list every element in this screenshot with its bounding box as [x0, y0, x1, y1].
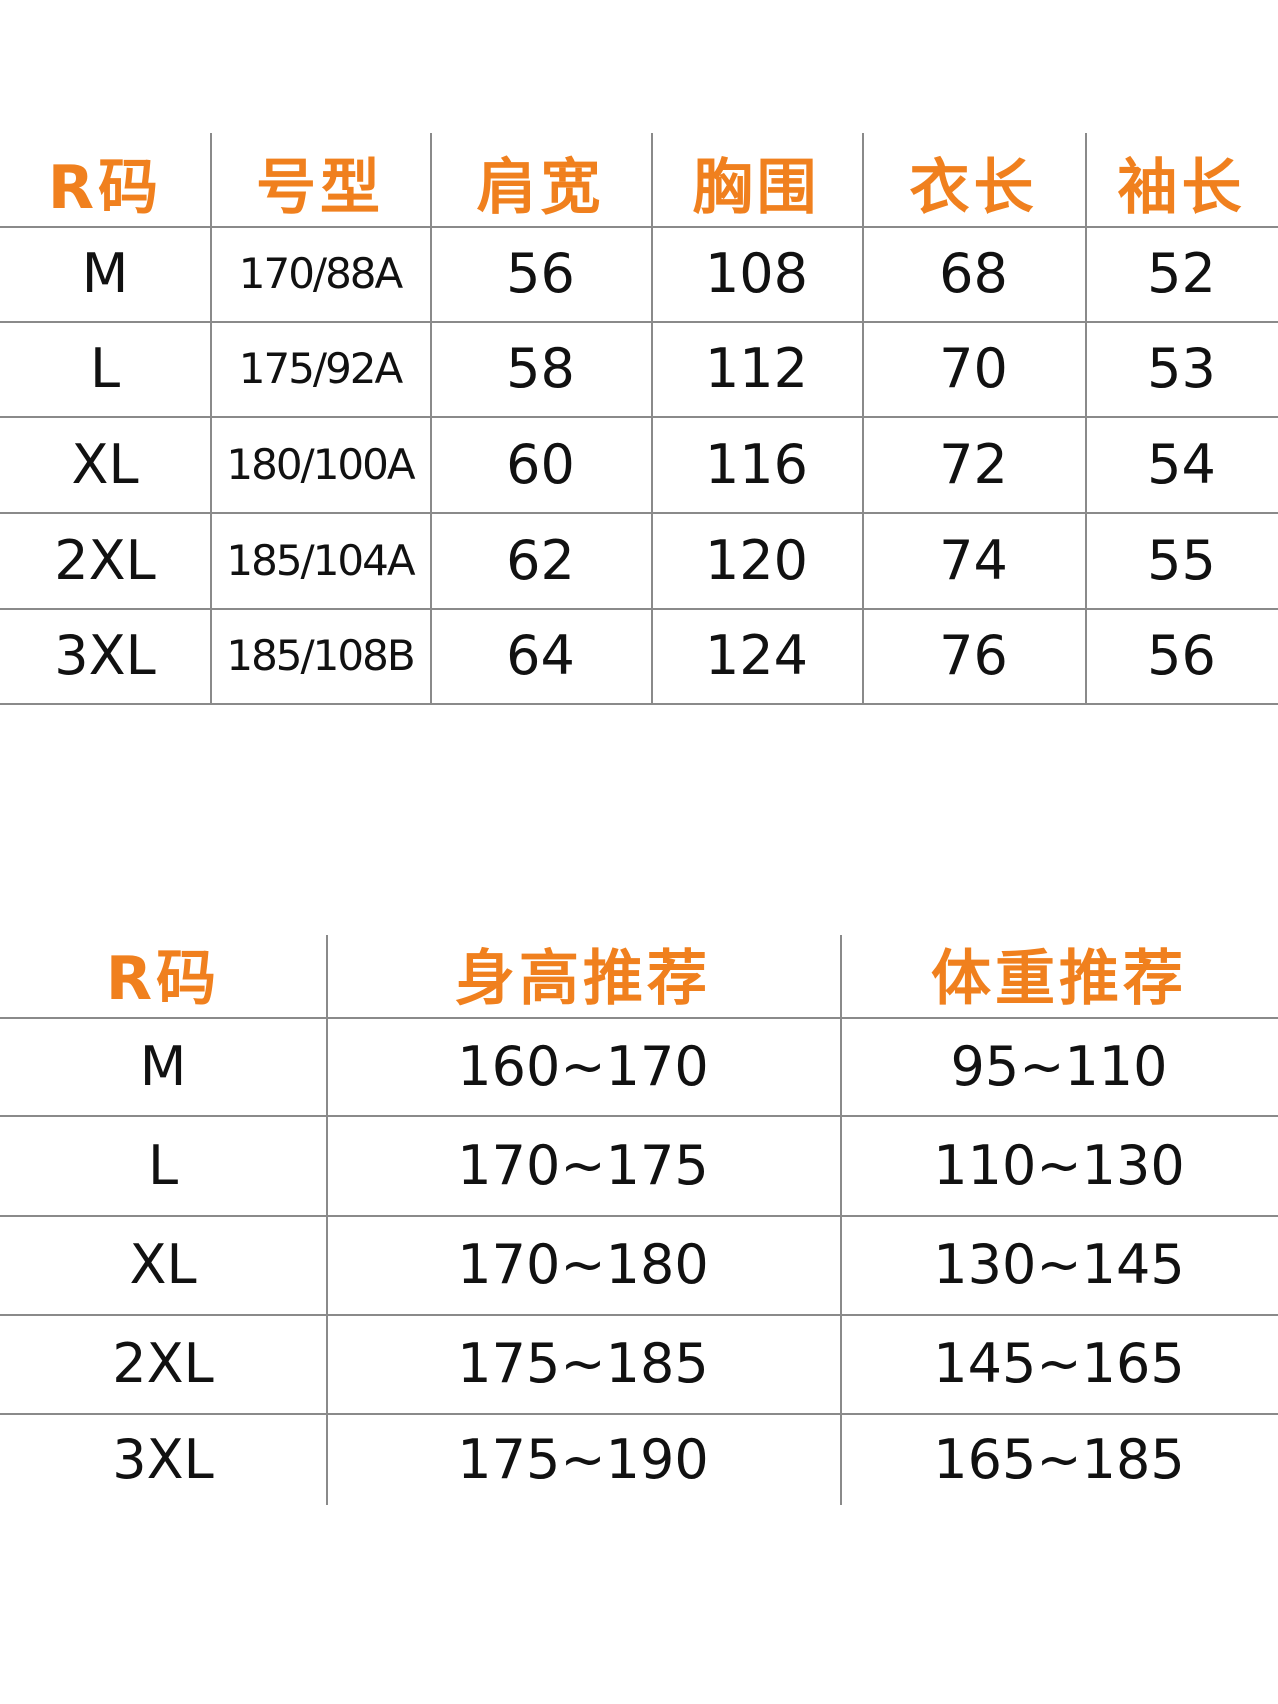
table-cell: 53	[1147, 337, 1216, 400]
table-cell: 74	[939, 528, 1008, 592]
column-header: 袖长	[1117, 152, 1246, 223]
table-cell: 175/92A	[238, 344, 404, 393]
column-header: 体重推荐	[931, 944, 1187, 1014]
table-cell: 56	[1147, 624, 1216, 687]
column-divider	[840, 935, 842, 1505]
row-divider	[0, 416, 1278, 418]
row-divider	[0, 608, 1278, 610]
row-divider	[0, 1314, 1278, 1316]
column-header: R码	[47, 152, 163, 223]
column-divider	[430, 133, 432, 703]
table-cell: L	[147, 1133, 179, 1197]
table-cell: 170~175	[457, 1133, 709, 1197]
column-divider	[210, 133, 212, 703]
table-cell: 3XL	[54, 624, 156, 687]
table-cell: 68	[939, 242, 1008, 305]
table-cell: 62	[506, 528, 575, 592]
table-cell: 72	[939, 432, 1008, 496]
table-cell: XL	[71, 432, 139, 496]
table-cell: 124	[704, 624, 809, 687]
row-divider	[0, 1017, 1278, 1019]
table-cell: 60	[506, 432, 575, 496]
table-cell: 55	[1147, 528, 1216, 592]
column-divider	[326, 935, 328, 1505]
table-cell: L	[89, 337, 121, 400]
row-divider	[0, 1413, 1278, 1415]
table-cell: 180/100A	[226, 439, 415, 489]
row-divider	[0, 226, 1278, 228]
table-cell: 185/104A	[226, 535, 415, 585]
table-cell: 120	[704, 528, 809, 592]
table-cell: 95~110	[950, 1034, 1168, 1098]
table-cell: 64	[506, 624, 575, 687]
column-header: 胸围	[692, 152, 821, 223]
table-cell: 175~190	[457, 1427, 709, 1491]
column-divider	[862, 133, 864, 703]
column-header: 号型	[256, 152, 384, 223]
table-cell: 175~185	[457, 1332, 709, 1395]
column-header: 身高推荐	[455, 944, 711, 1014]
table-cell: 76	[939, 624, 1008, 687]
table-cell: 110~130	[933, 1133, 1185, 1197]
table-cell: 112	[704, 337, 809, 400]
table-cell: 70	[939, 337, 1008, 400]
table-cell: 58	[506, 337, 575, 400]
table-cell: 56	[506, 242, 575, 305]
row-divider	[0, 512, 1278, 514]
row-divider	[0, 1115, 1278, 1117]
column-header: 肩宽	[476, 152, 605, 223]
table-cell: 54	[1147, 432, 1216, 496]
table-cell: 165~185	[933, 1427, 1185, 1491]
column-header: R码	[105, 944, 221, 1014]
table-cell: 2XL	[54, 528, 156, 592]
table-cell: 108	[704, 242, 809, 305]
row-divider	[0, 1215, 1278, 1217]
table-cell: 3XL	[112, 1427, 214, 1491]
table-cell: XL	[129, 1233, 197, 1296]
row-divider	[0, 321, 1278, 323]
table-cell: 160~170	[457, 1034, 709, 1098]
table-cell: 116	[704, 432, 809, 496]
table-cell: M	[139, 1034, 187, 1098]
column-header: 衣长	[909, 152, 1038, 223]
table-cell: M	[81, 242, 129, 305]
table-cell: 145~165	[933, 1332, 1185, 1395]
column-divider	[1085, 133, 1087, 703]
table-cell: 170/88A	[238, 249, 404, 298]
column-divider	[651, 133, 653, 703]
row-divider	[0, 703, 1278, 705]
table-cell: 2XL	[112, 1332, 214, 1395]
table-cell: 170~180	[457, 1233, 709, 1296]
table-cell: 185/108B	[226, 631, 415, 680]
table-cell: 130~145	[933, 1233, 1185, 1296]
table-cell: 52	[1147, 242, 1216, 305]
